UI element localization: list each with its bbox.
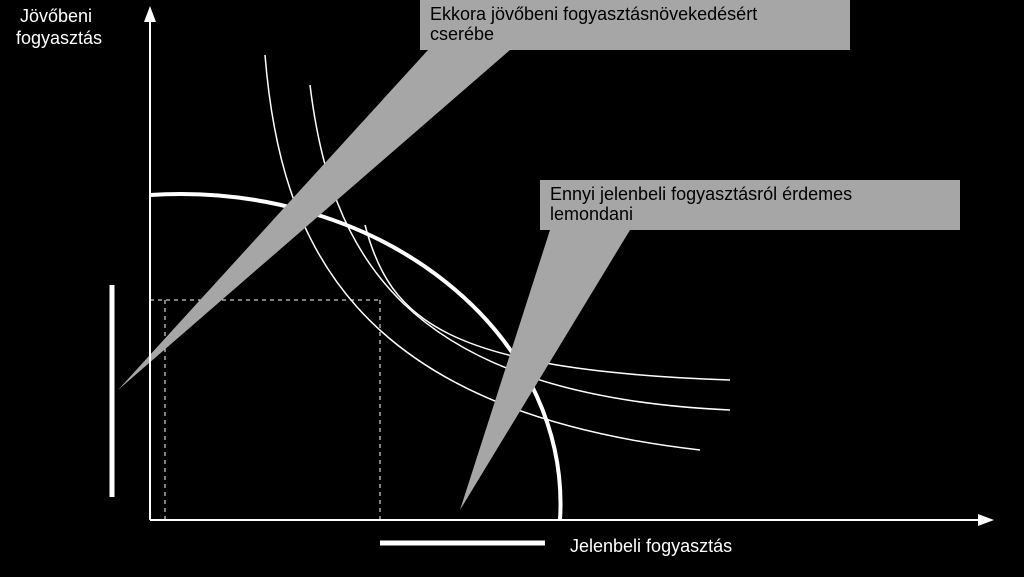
callout-bottom-pointer [460, 230, 630, 510]
callout-bottom-text: Ennyi jelenbeli fogyasztásról érdemes [550, 184, 852, 204]
indifference-curves [265, 55, 730, 450]
callout-bottom-text: lemondani [550, 204, 633, 224]
callout-top-pointer [118, 50, 510, 390]
ppf-curve [150, 194, 561, 520]
y-axis-label: fogyasztás [16, 28, 102, 48]
y-axis-label: Jövőbeni [20, 6, 92, 26]
x-axis-label: Jelenbeli fogyasztás [570, 536, 732, 556]
callout-top-text: Ekkora jövőbeni fogyasztásnövekedésért [430, 4, 757, 24]
callout-top-text: cserébe [430, 24, 494, 44]
